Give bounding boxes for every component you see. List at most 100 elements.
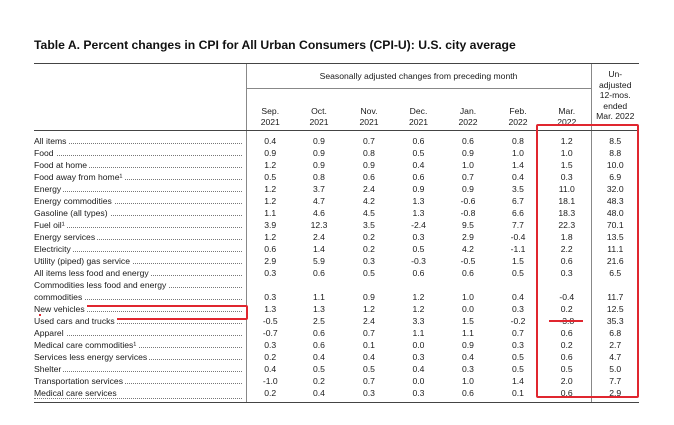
- table-row: Medical care commodities¹ 0.3 0.6 0.1 0.0 0.9…: [34, 339, 639, 351]
- cell-value: 3.5: [363, 220, 375, 230]
- cell-value: 2.4: [363, 316, 375, 326]
- table-row: Energy services 1.2 2.4 0.2 0.3 2.9 -0.4 1.8 13.…: [34, 231, 639, 243]
- table-row: Gasoline (all types) 1.1 4.6 4.5 1.3 -0.8 6.6 1…: [34, 207, 639, 219]
- row-label: Utility (piped) gas service: [34, 255, 246, 267]
- col-header-oct: Oct. 2021: [294, 88, 344, 131]
- cell-value: 0.4: [462, 352, 474, 362]
- cell-value: 0.4: [294, 387, 344, 403]
- cell-value: 0.3: [462, 364, 474, 374]
- cell-value: 0.5: [512, 352, 524, 362]
- cell-value: 0.3: [344, 387, 394, 403]
- cell-value: 0.5: [363, 364, 375, 374]
- cell-value: 0.9: [363, 292, 375, 302]
- cell-value: 0.5: [245, 171, 294, 183]
- cell-value: 1.5: [512, 256, 524, 266]
- cell-value: 0.4: [512, 172, 524, 182]
- row-label: Medical care commodities¹: [34, 339, 246, 351]
- cell-value: 0.6: [412, 268, 425, 278]
- cell-value: 6.9: [590, 171, 639, 183]
- row-label: Energy services: [34, 231, 246, 243]
- cell-value: 0.6: [462, 136, 474, 146]
- cell-value: 9.5: [462, 220, 474, 230]
- cell-value: [245, 279, 294, 291]
- cell-value: 3.9: [245, 219, 294, 231]
- cell-value: 11.0: [558, 184, 575, 194]
- cell-value: 0.9: [245, 147, 294, 159]
- table-body: All items 0.4 0.9 0.7 0.6 0.6 0.8 1.2 8.5 Food 0.9…: [34, 130, 639, 403]
- cell-value: 0.0: [462, 304, 474, 314]
- cell-value: -1.1: [510, 244, 526, 254]
- cell-value: 0.5: [512, 364, 524, 374]
- row-label: Energy: [34, 183, 246, 195]
- row-label: Shelter: [34, 363, 246, 375]
- cell-value: 0.6: [245, 243, 294, 255]
- cell-value: 0.3: [412, 232, 425, 242]
- cell-value: 0.9: [462, 184, 474, 194]
- col-header-mar: Mar. 2022: [543, 88, 591, 131]
- cell-value: 1.0: [462, 160, 474, 170]
- table-title: Table A. Percent changes in CPI for All …: [34, 38, 516, 52]
- cell-value: 0.5: [313, 364, 325, 374]
- cell-value: 0.4: [363, 352, 375, 362]
- cell-value: 2.4: [363, 184, 375, 194]
- cell-value: 0.5: [412, 244, 425, 254]
- cell-value: 12.5: [590, 303, 639, 315]
- cell-value: 3.5: [512, 184, 524, 194]
- cell-value: 1.0: [462, 292, 474, 302]
- cell-value: 1.2: [245, 231, 294, 243]
- row-label: Medical care services: [34, 387, 246, 403]
- cell-value: 0.5: [363, 268, 375, 278]
- cell-value: 0.4: [245, 363, 294, 375]
- cell-value: 0.8: [313, 172, 325, 182]
- cell-value: 1.2: [245, 195, 294, 207]
- cell-value: 0.3: [245, 291, 294, 303]
- cell-value: 21.6: [590, 255, 639, 267]
- cell-value: 1.1: [412, 328, 425, 338]
- row-label: Fuel oil¹: [34, 219, 246, 231]
- table-row: All items 0.4 0.9 0.7 0.6 0.6 0.8 1.2 8.5: [34, 130, 639, 147]
- table-row: Food away from home¹ 0.5 0.8 0.6 0.6 0.7 0.4 0.…: [34, 171, 639, 183]
- cell-value: 1.2: [412, 304, 425, 314]
- cell-value: 0.9: [313, 160, 325, 170]
- cell-value: 1.2: [245, 159, 294, 171]
- table-row: Energy 1.2 3.7 2.4 0.9 0.9 3.5 11.0 32.0: [34, 183, 639, 195]
- row-label: Services less energy services: [34, 351, 246, 363]
- row-label: Transportation services: [34, 375, 246, 387]
- cell-value: 11.1: [590, 243, 639, 255]
- cell-value: 18.3: [558, 208, 576, 218]
- cell-value: 0.0: [412, 340, 425, 350]
- row-label: Food away from home¹: [34, 171, 246, 183]
- stub-header-blank: [34, 88, 246, 131]
- cell-value: 0.6: [363, 172, 375, 182]
- cell-value: 0.8: [363, 148, 375, 158]
- cell-value: 5.9: [313, 256, 325, 266]
- cpi-table: Seasonally adjusted changes from precedi…: [34, 63, 639, 403]
- table-row: commodities 0.3 1.1 0.9 1.2 1.0 0.4 -0.4 11.7: [34, 291, 639, 303]
- cell-value: 0.2: [363, 244, 375, 254]
- cell-value: 6.6: [512, 208, 524, 218]
- cell-value: 0.3: [363, 256, 375, 266]
- cell-value: 2.9: [590, 387, 639, 403]
- cell-value: 0.9: [363, 160, 375, 170]
- table-row: Food 0.9 0.9 0.8 0.5 0.9 1.0 1.0 8.8: [34, 147, 639, 159]
- table-row: Electricity 0.6 1.4 0.2 0.5 4.2 -1.1 2.2 11.1: [34, 243, 639, 255]
- table-row: Commodities less food and energy: [34, 279, 639, 291]
- stub-header: [34, 63, 246, 89]
- cell-value: 0.6: [543, 387, 591, 403]
- cell-value: 0.0: [412, 376, 425, 386]
- highlight-box-right-columns: [536, 124, 639, 398]
- cell-value: 18.1: [558, 196, 576, 206]
- row-label: Food at home: [34, 159, 246, 171]
- table-row: Used cars and trucks -0.5 2.5 2.4 3.3 1.5 -0.2…: [34, 315, 639, 327]
- cell-value: 0.6: [462, 268, 474, 278]
- cell-value: 0.6: [560, 256, 573, 266]
- cell-value: 1.1: [313, 292, 325, 302]
- cell-value: 0.7: [363, 136, 375, 146]
- cell-value: 0.7: [462, 172, 474, 182]
- cell-value: 2.9: [462, 232, 474, 242]
- cell-value: 0.5: [412, 148, 425, 158]
- cell-value: 0.3: [245, 267, 294, 279]
- highlight-underline-used-cars-value: [549, 320, 583, 322]
- cell-value: 0.6: [560, 352, 573, 362]
- cell-value: 4.5: [363, 208, 375, 218]
